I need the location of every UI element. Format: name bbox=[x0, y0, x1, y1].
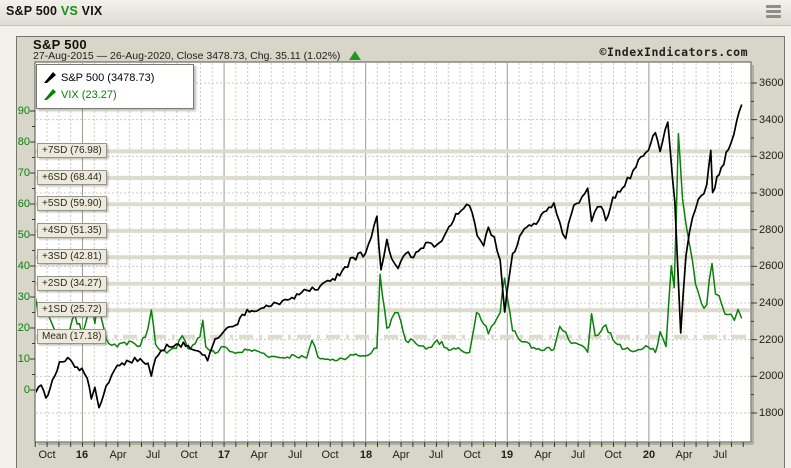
hamburger-menu-icon[interactable] bbox=[766, 5, 781, 20]
menu-bar bbox=[766, 10, 781, 13]
title-bar: S&P 500 VS VIX bbox=[0, 0, 791, 26]
page-title-vix: VIX bbox=[81, 4, 103, 18]
menu-bar bbox=[766, 15, 781, 18]
page-title-sp500: S&P 500 bbox=[6, 4, 58, 18]
page-title-vs: VS bbox=[60, 4, 78, 18]
menu-bar bbox=[766, 5, 781, 8]
page-title: S&P 500 VS VIX bbox=[6, 4, 102, 18]
chart-window bbox=[16, 36, 785, 468]
